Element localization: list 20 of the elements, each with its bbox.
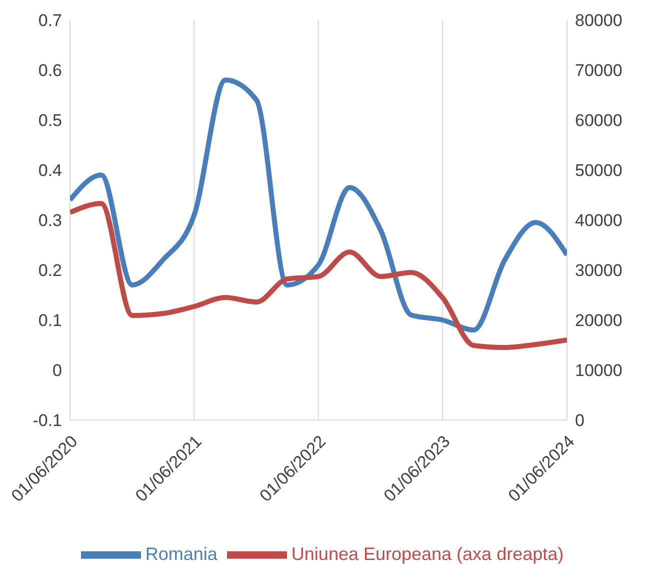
y2-tick-label: 10000 <box>575 361 622 380</box>
y2-tick-label: 40000 <box>575 211 622 230</box>
y2-tick-label: 60000 <box>575 111 622 130</box>
y-tick-label: 0.1 <box>38 311 62 330</box>
y-tick-label: 0.2 <box>38 261 62 280</box>
legend-label: Uniunea Europeana (axa dreapta) <box>291 544 564 564</box>
y2-tick-label: 70000 <box>575 61 622 80</box>
y-tick-label: 0.6 <box>38 61 62 80</box>
y-tick-label: -0.1 <box>32 411 62 430</box>
y2-tick-label: 50000 <box>575 161 622 180</box>
y-tick-label: 0 <box>52 361 62 380</box>
y-tick-label: 0.7 <box>38 11 62 30</box>
legend-label: Romania <box>145 544 218 564</box>
y-tick-label: 0.4 <box>38 161 62 180</box>
y2-tick-label: 0 <box>575 411 584 430</box>
y-tick-label: 0.3 <box>38 211 62 230</box>
y2-tick-label: 20000 <box>575 311 622 330</box>
y2-tick-label: 80000 <box>575 11 622 30</box>
y2-tick-label: 30000 <box>575 261 622 280</box>
y-tick-label: 0.5 <box>38 111 62 130</box>
